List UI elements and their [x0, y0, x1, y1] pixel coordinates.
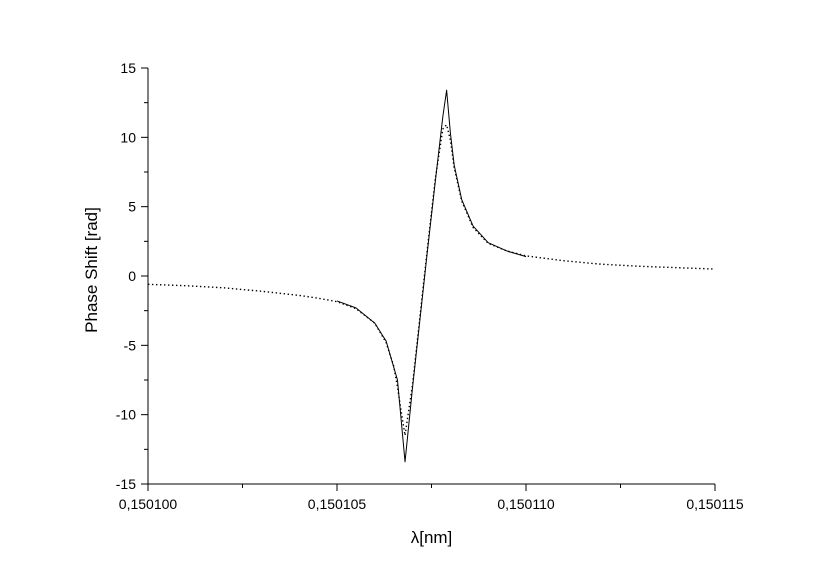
solid-series-line	[336, 89, 527, 463]
y-axis-title: Phase Shift [rad]	[82, 207, 101, 333]
x-tick-label: 0,150115	[686, 496, 744, 512]
y-tick-label: 10	[120, 129, 136, 145]
series-layer	[147, 89, 716, 463]
y-tick-label: -5	[124, 337, 137, 353]
x-tick-label: 0,150110	[497, 496, 555, 512]
y-tick-label: -15	[116, 476, 136, 492]
y-tick-label: 15	[120, 60, 136, 76]
x-tick-label: 0,150105	[308, 496, 367, 512]
y-tick-label: -10	[116, 407, 136, 423]
x-tick-label: 0,150100	[119, 496, 178, 512]
dotted-series-line	[147, 124, 716, 437]
y-axis-ticks: -15 -10 -5 0 5 10 15	[116, 60, 148, 492]
x-axis-title: λ[nm]	[411, 528, 453, 547]
x-axis-ticks: 0,150100 0,150105 0,150110 0,150115	[119, 484, 744, 512]
y-tick-label: 5	[128, 199, 136, 215]
y-tick-label: 0	[128, 268, 136, 284]
